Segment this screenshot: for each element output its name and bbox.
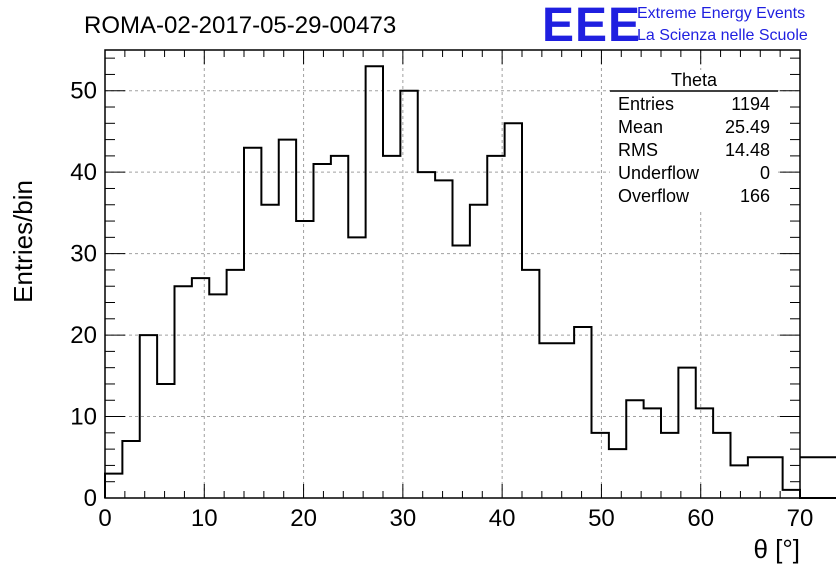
x-axis-label: θ [°] bbox=[753, 534, 800, 564]
stats-box-background bbox=[610, 70, 778, 210]
stat-label: Mean bbox=[618, 117, 663, 137]
stat-label: Entries bbox=[618, 94, 674, 114]
histogram-bin bbox=[209, 294, 226, 498]
histogram-bin bbox=[192, 278, 209, 498]
logo-line-1: Extreme Energy Events bbox=[637, 5, 805, 22]
x-tick-label: 10 bbox=[191, 505, 218, 532]
histogram-bin bbox=[383, 156, 400, 498]
x-tick-labels: 0 10 20 30 40 50 60 70 bbox=[98, 505, 813, 532]
y-tick-label: 50 bbox=[70, 78, 97, 105]
histogram-bin bbox=[626, 400, 643, 498]
histogram-bin bbox=[678, 368, 695, 498]
y-tick-labels: 0 10 20 30 40 50 bbox=[70, 78, 97, 512]
stats-box: Theta Entries 1194 Mean 25.49 RMS 14.48 Underf… bbox=[610, 70, 778, 210]
x-tick-label: 20 bbox=[290, 505, 317, 532]
histogram-bin bbox=[783, 490, 800, 498]
histogram-bin bbox=[592, 433, 609, 498]
histogram-bin bbox=[227, 270, 244, 498]
histogram-bin bbox=[175, 286, 192, 498]
histogram-bin bbox=[261, 205, 278, 498]
histogram-bin bbox=[331, 156, 348, 498]
histogram-bin bbox=[296, 221, 313, 498]
histogram-bin bbox=[348, 237, 365, 498]
x-tick-label: 40 bbox=[489, 505, 516, 532]
y-tick-label: 30 bbox=[70, 241, 97, 268]
y-tick-label: 20 bbox=[70, 322, 97, 349]
x-tick-label: 60 bbox=[687, 505, 714, 532]
histogram-bin bbox=[157, 384, 174, 498]
histogram-bin bbox=[470, 205, 487, 498]
stat-label: Overflow bbox=[618, 186, 690, 206]
x-tick-label: 30 bbox=[390, 505, 417, 532]
stats-rows: Entries 1194 Mean 25.49 RMS 14.48 Underflow 0 Ov… bbox=[618, 94, 770, 206]
stat-value: 25.49 bbox=[725, 117, 770, 137]
stats-box-title: Theta bbox=[671, 70, 718, 90]
histogram-bin bbox=[696, 408, 713, 498]
x-tick-label: 70 bbox=[787, 505, 814, 532]
histogram-bin bbox=[713, 433, 730, 498]
histogram-bin bbox=[418, 172, 435, 498]
histogram-series bbox=[104, 65, 836, 499]
stat-value: 14.48 bbox=[725, 140, 770, 160]
histogram-bin bbox=[731, 465, 748, 498]
x-tick-label: 50 bbox=[588, 505, 615, 532]
histogram-bin bbox=[244, 148, 261, 498]
histogram-bin bbox=[122, 441, 139, 498]
histogram-bin bbox=[748, 457, 765, 498]
histogram-bin bbox=[279, 140, 296, 498]
y-tick-label: 0 bbox=[84, 485, 97, 512]
histogram-bin bbox=[314, 164, 331, 498]
y-axis-label: Entries/bin bbox=[8, 180, 38, 303]
y-tick-label: 10 bbox=[70, 404, 97, 431]
histogram-bin bbox=[105, 474, 122, 498]
histogram-bin bbox=[609, 449, 626, 498]
plot-frame bbox=[104, 49, 801, 499]
stat-value: 166 bbox=[740, 186, 770, 206]
axis-ticks bbox=[104, 50, 801, 499]
histogram-bin bbox=[539, 343, 556, 498]
stat-value: 0 bbox=[760, 163, 770, 183]
histogram-bin bbox=[574, 327, 591, 498]
stat-label: RMS bbox=[618, 140, 658, 160]
histogram-bin bbox=[435, 180, 452, 498]
stat-value: 1194 bbox=[731, 94, 770, 114]
eee-logo: EEE Extreme Energy Events La Scienza nel… bbox=[542, 0, 808, 52]
histogram-bin bbox=[366, 66, 383, 498]
stat-label: Underflow bbox=[618, 163, 700, 183]
histogram-bin bbox=[644, 408, 661, 498]
chart-title: ROMA-02-2017-05-29-00473 bbox=[84, 12, 396, 39]
histogram-bin bbox=[505, 123, 522, 498]
y-tick-label: 40 bbox=[70, 159, 97, 186]
x-tick-label: 0 bbox=[98, 505, 111, 532]
histogram-bin bbox=[522, 270, 539, 498]
histogram-bin bbox=[453, 245, 470, 498]
logo-mark: EEE bbox=[542, 0, 641, 52]
histogram-bin bbox=[557, 343, 574, 498]
histogram-bin bbox=[661, 433, 678, 498]
logo-line-2: La Scienza nelle Scuole bbox=[637, 27, 808, 44]
